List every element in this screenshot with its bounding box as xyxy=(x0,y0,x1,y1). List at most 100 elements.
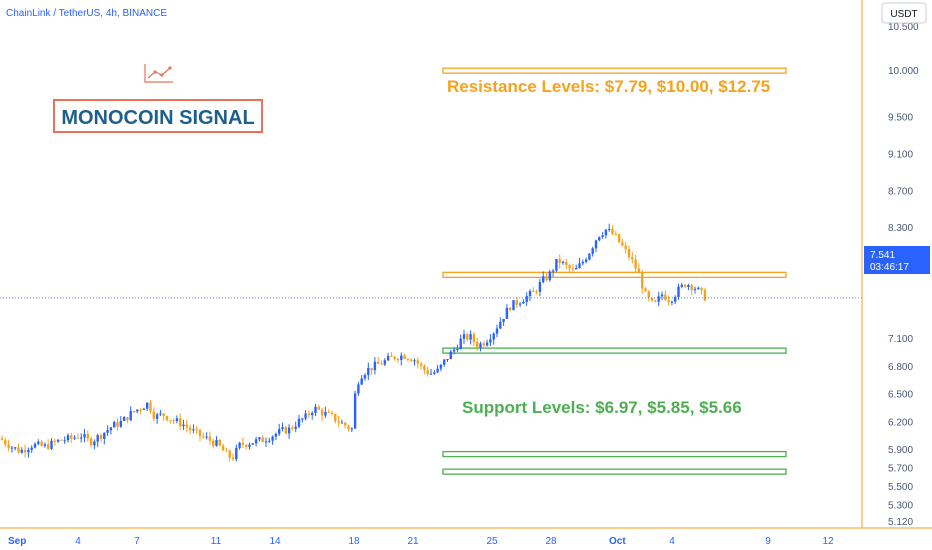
candle xyxy=(396,357,400,363)
candle xyxy=(621,238,624,247)
candle xyxy=(594,239,598,253)
candle xyxy=(70,432,73,444)
candle xyxy=(23,444,27,458)
candle xyxy=(238,441,241,450)
candle xyxy=(334,413,337,424)
candle xyxy=(456,344,459,352)
candle xyxy=(7,439,10,452)
candle xyxy=(485,339,489,347)
candle xyxy=(192,424,195,434)
time-tick-4: 14 xyxy=(269,536,281,547)
candle xyxy=(439,364,443,372)
candle xyxy=(159,409,162,416)
candle xyxy=(20,447,23,454)
candle xyxy=(179,413,182,430)
candle xyxy=(142,407,146,410)
candle xyxy=(548,269,551,283)
candle xyxy=(466,332,469,342)
candle xyxy=(83,428,86,443)
candle xyxy=(188,424,192,435)
candle xyxy=(571,263,575,274)
symbol-title[interactable]: ChainLink / TetherUS, 4h, BINANCE xyxy=(6,8,167,19)
price-tick-14: 5.120 xyxy=(888,517,913,528)
candle xyxy=(317,404,320,411)
time-tick-10: 4 xyxy=(669,536,675,547)
candle xyxy=(165,415,169,422)
candle xyxy=(568,263,571,274)
time-tick-9: Oct xyxy=(609,536,626,547)
candle xyxy=(400,352,403,366)
candle xyxy=(575,264,578,270)
candle xyxy=(657,291,660,307)
candle xyxy=(373,357,377,375)
candle xyxy=(581,259,584,266)
candle xyxy=(495,324,499,338)
candle xyxy=(380,360,383,365)
candle xyxy=(433,369,436,375)
candle xyxy=(122,416,126,422)
candle xyxy=(419,361,423,370)
candle xyxy=(604,229,608,239)
candle xyxy=(281,422,284,432)
candle xyxy=(324,406,327,419)
candle xyxy=(314,403,317,417)
candle xyxy=(416,357,419,369)
candle xyxy=(479,341,482,352)
candle xyxy=(627,245,631,261)
candle xyxy=(297,414,301,429)
candle xyxy=(667,295,670,306)
candle xyxy=(545,272,548,282)
candle xyxy=(96,433,99,447)
candle xyxy=(423,364,426,375)
candle xyxy=(383,358,386,367)
candle xyxy=(542,271,545,284)
level-lines xyxy=(442,67,787,475)
candle xyxy=(654,299,657,303)
price-tick-11: 5.700 xyxy=(888,463,913,474)
currency-button[interactable]: USDT xyxy=(881,2,927,24)
candle xyxy=(93,439,96,450)
candle xyxy=(489,334,492,347)
candle xyxy=(350,427,353,433)
candle xyxy=(228,449,231,462)
candle xyxy=(634,254,637,273)
candle xyxy=(650,297,654,302)
currency-button-label: USDT xyxy=(890,9,917,20)
time-tick-12: 12 xyxy=(822,536,834,547)
time-tick-5: 18 xyxy=(348,536,360,547)
candle xyxy=(558,254,561,269)
candle xyxy=(56,439,60,443)
candle xyxy=(611,225,614,235)
candle xyxy=(584,257,588,264)
candle xyxy=(370,367,373,375)
candle xyxy=(301,417,304,423)
candle xyxy=(294,421,297,433)
time-tick-0: Sep xyxy=(8,536,26,547)
candle xyxy=(624,241,627,254)
candle xyxy=(522,299,525,304)
candle xyxy=(452,347,456,355)
candle xyxy=(512,300,515,311)
candle xyxy=(126,416,129,424)
candle xyxy=(330,410,334,416)
candle xyxy=(268,437,271,444)
support-line-1 xyxy=(442,347,787,354)
candle xyxy=(327,409,330,414)
candle xyxy=(139,407,142,415)
candle xyxy=(617,233,621,244)
candle xyxy=(109,426,113,435)
time-tick-1: 4 xyxy=(75,536,81,547)
candle xyxy=(492,332,495,345)
price-tick-10: 5.900 xyxy=(888,445,913,456)
candle xyxy=(17,443,20,454)
candle xyxy=(462,329,466,344)
candle xyxy=(357,381,360,396)
candle xyxy=(146,402,149,411)
time-tick-2: 7 xyxy=(134,536,140,547)
candle xyxy=(149,400,152,414)
candle xyxy=(261,435,264,443)
candle xyxy=(551,268,555,277)
candle xyxy=(426,366,429,377)
candle xyxy=(89,436,93,448)
